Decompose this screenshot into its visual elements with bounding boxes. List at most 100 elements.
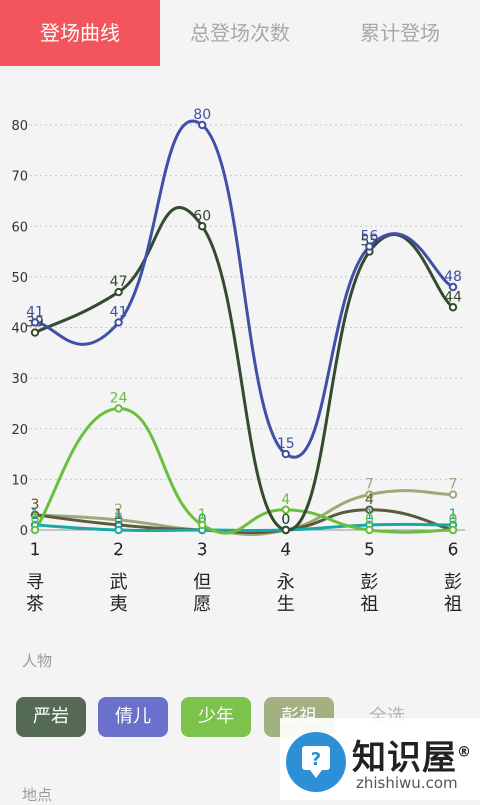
data-label: 48 bbox=[444, 269, 462, 285]
data-label: 0 bbox=[365, 512, 374, 528]
x-category-label: 夷 bbox=[110, 594, 128, 615]
y-tick-label: 80 bbox=[11, 119, 28, 134]
series-line-series-4 bbox=[34, 508, 454, 535]
data-label: 0 bbox=[198, 512, 207, 528]
x-tick-label: 6 bbox=[448, 540, 459, 560]
data-point bbox=[30, 318, 40, 327]
data-point bbox=[365, 242, 374, 251]
data-point bbox=[198, 520, 207, 530]
data-point bbox=[30, 510, 40, 520]
x-category-label: 永 bbox=[277, 572, 295, 593]
filter-chip-shaonian[interactable]: 少年 bbox=[181, 697, 251, 737]
data-label: 0 bbox=[449, 512, 458, 528]
people-section-label: 人物 bbox=[22, 652, 53, 670]
x-category-label: 愿 bbox=[193, 594, 211, 615]
watermark: ? 知识屋® zhishiwu.com bbox=[280, 718, 480, 800]
x-tick-caret: ˇ bbox=[367, 553, 372, 565]
tab-bar: 登场曲线 总登场次数 累计登场 bbox=[0, 0, 480, 66]
data-label: 0 bbox=[449, 512, 458, 528]
data-label: 55 bbox=[360, 234, 378, 250]
data-point bbox=[448, 490, 458, 499]
data-point bbox=[198, 222, 207, 231]
y-tick-label: 50 bbox=[11, 271, 28, 286]
x-tick-caret: ˇ bbox=[33, 553, 38, 565]
x-category-label: 彭 bbox=[360, 572, 378, 593]
data-point bbox=[448, 282, 458, 292]
x-tick-label: 2 bbox=[113, 540, 124, 560]
tab-appearance-curve[interactable]: 登场曲线 bbox=[0, 0, 160, 66]
y-tick-label: 60 bbox=[11, 220, 28, 235]
x-category-label: 茶 bbox=[26, 594, 44, 615]
y-tick-label: 30 bbox=[11, 372, 28, 387]
data-label: 0 bbox=[281, 512, 290, 528]
data-label: 0 bbox=[114, 512, 123, 528]
x-tick-label: 3 bbox=[197, 540, 208, 560]
data-label: 60 bbox=[193, 208, 211, 224]
data-label: 41 bbox=[110, 304, 128, 320]
data-point bbox=[114, 404, 123, 413]
data-point bbox=[198, 120, 207, 130]
y-tick-label: 40 bbox=[11, 322, 28, 337]
data-point bbox=[30, 525, 40, 535]
x-category-label: 祖 bbox=[360, 594, 378, 615]
x-tick-caret: ˇ bbox=[200, 553, 205, 565]
filter-chip-qianer[interactable]: 倩儿 bbox=[98, 697, 168, 737]
data-label: 47 bbox=[110, 274, 128, 290]
data-label: 80 bbox=[193, 107, 211, 123]
data-label: 2 bbox=[114, 502, 123, 518]
y-tick-label: 70 bbox=[11, 170, 28, 185]
x-category-label: 祖 bbox=[444, 594, 462, 615]
data-label: 4 bbox=[365, 492, 374, 508]
place-section-label: 地点 bbox=[22, 786, 53, 804]
data-point bbox=[114, 525, 123, 535]
series-line-彭祖 bbox=[34, 489, 454, 537]
data-point bbox=[448, 303, 458, 312]
data-point bbox=[114, 287, 123, 297]
filter-chip-yanyan[interactable]: 严岩 bbox=[16, 697, 86, 737]
x-category-label: 武 bbox=[110, 572, 128, 593]
x-tick-label: 5 bbox=[364, 540, 375, 560]
data-label: 0 bbox=[31, 512, 40, 528]
data-label: 1 bbox=[114, 507, 123, 523]
data-label: 0 bbox=[198, 512, 207, 528]
data-label: 0 bbox=[281, 512, 290, 528]
data-label: 4 bbox=[281, 492, 290, 508]
x-tick-caret: ˇ bbox=[283, 553, 288, 565]
watermark-text: 知识屋® bbox=[352, 738, 472, 778]
data-label: 3 bbox=[31, 497, 40, 513]
data-label: 0 bbox=[281, 512, 290, 528]
x-category-label: 寻 bbox=[26, 572, 44, 593]
x-tick-label: 1 bbox=[30, 540, 41, 560]
data-label: 56 bbox=[360, 229, 378, 245]
data-point bbox=[281, 449, 290, 459]
data-point bbox=[30, 328, 40, 337]
data-label: 1 bbox=[449, 507, 458, 523]
data-point bbox=[281, 505, 290, 514]
x-category-label: 彭 bbox=[444, 572, 462, 593]
y-tick-label: 20 bbox=[11, 423, 28, 438]
y-tick-label: 0 bbox=[20, 524, 28, 539]
data-label: 24 bbox=[110, 391, 128, 407]
x-category-label: 但 bbox=[193, 572, 211, 593]
series-line-严岩 bbox=[34, 206, 454, 532]
tab-cumulative-appearances[interactable]: 累计登场 bbox=[360, 21, 440, 45]
tab-total-appearances[interactable]: 总登场次数 bbox=[190, 21, 290, 45]
data-point bbox=[281, 525, 290, 535]
data-point bbox=[365, 505, 374, 514]
data-label: 0 bbox=[198, 512, 207, 528]
x-tick-caret: ˇ bbox=[116, 553, 121, 565]
x-tick-label: 4 bbox=[280, 540, 291, 560]
series-line-series-5 bbox=[34, 522, 454, 533]
data-point bbox=[114, 318, 123, 327]
svg-text:?: ? bbox=[311, 749, 321, 770]
x-tick-caret: ˇ bbox=[451, 553, 456, 565]
data-label: 0 bbox=[281, 512, 290, 528]
x-category-label: 生 bbox=[277, 594, 295, 615]
data-label: 7 bbox=[449, 477, 458, 493]
watermark-url: zhishiwu.com bbox=[356, 774, 458, 792]
data-label: 44 bbox=[444, 289, 462, 305]
data-label: 3 bbox=[31, 497, 40, 513]
line-chart: 010203040506070801ˇ寻茶2ˇ武夷3ˇ但愿4ˇ永生5ˇ彭祖6ˇ彭… bbox=[11, 107, 465, 615]
watermark-logo-icon: ? bbox=[286, 732, 346, 792]
data-point bbox=[365, 490, 374, 499]
